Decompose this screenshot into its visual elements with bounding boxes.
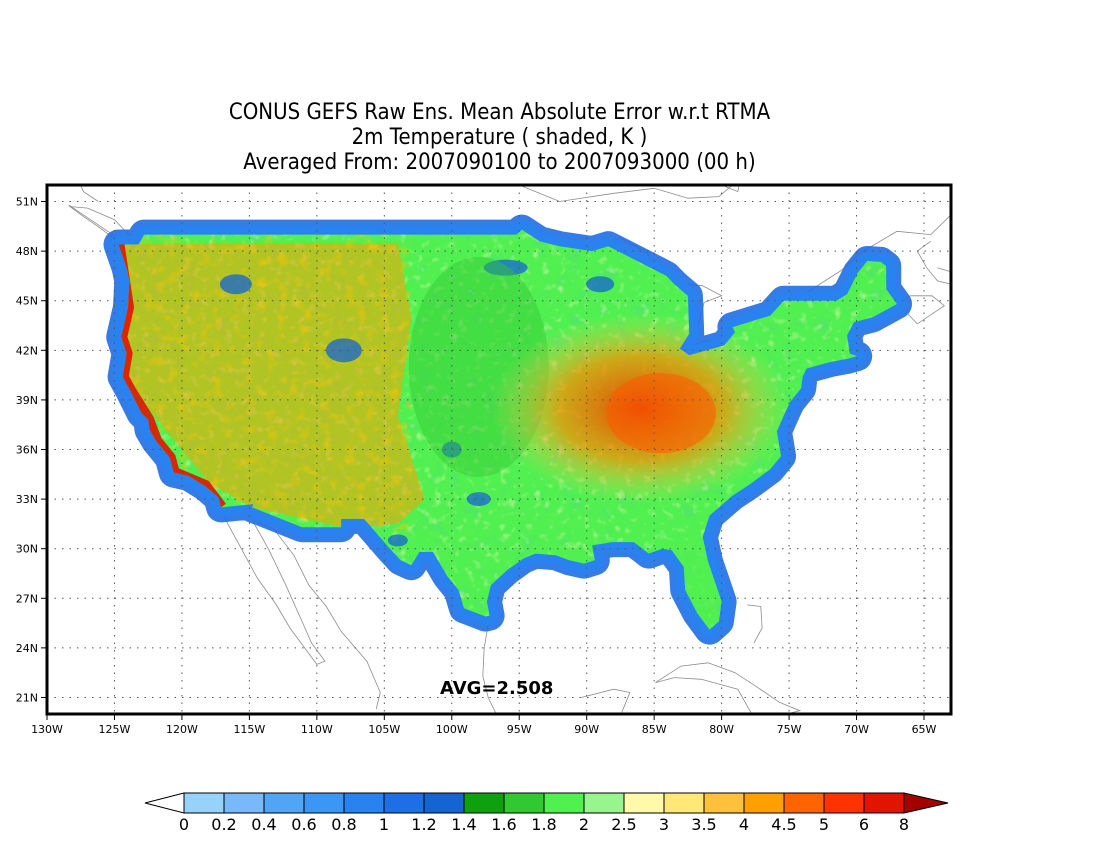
lat-tick-label: 36N bbox=[16, 444, 38, 457]
colorbar-label: 6 bbox=[859, 815, 869, 834]
lon-tick-label: 80W bbox=[709, 723, 734, 736]
coastline bbox=[79, 185, 99, 202]
coastline bbox=[916, 240, 951, 285]
colorbar-swatch bbox=[303, 792, 345, 814]
lat-tick-label: 30N bbox=[16, 543, 38, 556]
lat-tick-label: 39N bbox=[16, 394, 38, 407]
low-error-patch bbox=[325, 338, 362, 363]
colorbar-swatch bbox=[383, 792, 425, 814]
colorbar-swatch bbox=[783, 792, 825, 814]
lon-tick-label: 115W bbox=[233, 723, 265, 736]
title-line-3: Averaged From: 2007090100 to 2007093000 … bbox=[243, 150, 756, 175]
colorbar-swatch bbox=[183, 792, 225, 814]
longitude-tick-labels: 130W 125W 120W 115W 110W 105W 100W 95W 90W 85W 80W… bbox=[31, 714, 937, 736]
coastline bbox=[937, 267, 951, 281]
colorbar-label: 3 bbox=[659, 815, 669, 834]
map-area bbox=[47, 185, 994, 714]
colorbar-label: 4.5 bbox=[771, 815, 796, 834]
colorbar: 0 0.2 0.4 0.6 0.8 1 1.2 1.4 1.6 1.8 2 2.5 3 3.5 4 4.5 5 6… bbox=[144, 792, 949, 834]
low-error-patch bbox=[387, 534, 408, 547]
latitude-tick-labels: 21N 24N 27N 30N 33N 36N 39N 42N 45N 48N 51N bbox=[16, 196, 47, 704]
low-error-patch bbox=[441, 441, 462, 458]
lon-tick-label: 70W bbox=[844, 723, 869, 736]
colorbar-swatch bbox=[663, 792, 705, 814]
lon-tick-label: 65W bbox=[912, 723, 937, 736]
coastline bbox=[220, 507, 326, 665]
low-error-patch bbox=[466, 492, 491, 507]
colorbar-label: 2 bbox=[579, 815, 589, 834]
colorbar-label: 5 bbox=[819, 815, 829, 834]
lon-tick-label: 110W bbox=[301, 723, 333, 736]
western-noise-texture bbox=[118, 229, 412, 533]
colorbar-label: 0.8 bbox=[331, 815, 356, 834]
lon-tick-label: 105W bbox=[368, 723, 400, 736]
lat-tick-label: 51N bbox=[16, 196, 38, 209]
colorbar-swatch bbox=[823, 792, 865, 814]
lat-tick-label: 48N bbox=[16, 245, 38, 258]
lat-lon-gridlines bbox=[47, 185, 951, 714]
colorbar-over-arrow bbox=[903, 792, 949, 814]
coastline bbox=[971, 268, 994, 291]
lon-tick-label: 90W bbox=[574, 723, 599, 736]
lat-tick-label: 33N bbox=[16, 493, 38, 506]
coastline bbox=[68, 205, 134, 242]
low-error-patch bbox=[483, 259, 528, 276]
coastline bbox=[482, 616, 497, 714]
colorbar-swatch bbox=[423, 792, 465, 814]
lat-tick-label: 27N bbox=[16, 592, 38, 605]
low-error-patch bbox=[586, 276, 615, 293]
colorbar-swatch bbox=[223, 792, 265, 814]
colorbar-label: 3.5 bbox=[691, 815, 716, 834]
colorbar-swatch bbox=[863, 792, 905, 814]
colorbar-swatch bbox=[703, 792, 745, 814]
colorbar-label: 2.5 bbox=[611, 815, 636, 834]
colorbar-label: 1 bbox=[379, 815, 389, 834]
lon-tick-label: 120W bbox=[166, 723, 198, 736]
lon-tick-label: 75W bbox=[777, 723, 802, 736]
colorbar-label: 1.6 bbox=[491, 815, 516, 834]
colorbar-label: 1.4 bbox=[451, 815, 476, 834]
low-error-patch bbox=[219, 274, 252, 295]
colorbar-label: 0 bbox=[179, 815, 189, 834]
lat-tick-label: 24N bbox=[16, 642, 38, 655]
colorbar-swatch bbox=[583, 792, 625, 814]
colorbar-swatch bbox=[543, 792, 585, 814]
lat-tick-label: 21N bbox=[16, 691, 38, 704]
colorbar-label: 1.8 bbox=[531, 815, 556, 834]
map-title: CONUS GEFS Raw Ens. Mean Absolute Error … bbox=[50, 100, 950, 175]
coastline bbox=[747, 604, 763, 644]
colorbar-swatch bbox=[503, 792, 545, 814]
coastline bbox=[519, 185, 733, 202]
coastline bbox=[655, 662, 802, 714]
coastline bbox=[253, 520, 381, 710]
lat-tick-label: 45N bbox=[16, 295, 38, 308]
lon-tick-label: 95W bbox=[507, 723, 532, 736]
colorbar-label: 0.2 bbox=[211, 815, 236, 834]
lat-tick-label: 42N bbox=[16, 344, 38, 357]
colorbar-swatch bbox=[343, 792, 385, 814]
colorbar-label: 4 bbox=[739, 815, 749, 834]
colorbar-under-arrow bbox=[144, 792, 185, 814]
coastline bbox=[581, 688, 631, 713]
colorbar-label: 0.4 bbox=[251, 815, 276, 834]
lon-tick-label: 85W bbox=[642, 723, 667, 736]
lon-tick-label: 100W bbox=[436, 723, 468, 736]
colorbar-swatch bbox=[623, 792, 665, 814]
colorbar-swatch bbox=[263, 792, 305, 814]
colorbar-label: 0.6 bbox=[291, 815, 316, 834]
title-line-1: CONUS GEFS Raw Ens. Mean Absolute Error … bbox=[228, 100, 771, 125]
lon-tick-label: 125W bbox=[99, 723, 131, 736]
average-annotation: AVG=2.508 bbox=[440, 678, 553, 699]
colorbar-label: 1.2 bbox=[411, 815, 436, 834]
coastline bbox=[721, 185, 740, 193]
colorbar-label: 8 bbox=[899, 815, 909, 834]
colorbar-swatch bbox=[743, 792, 785, 814]
lon-tick-label: 130W bbox=[31, 723, 63, 736]
colorbar-swatch bbox=[463, 792, 505, 814]
hotspot-core bbox=[605, 373, 716, 454]
title-line-2: 2m Temperature ( shaded, K ) bbox=[351, 125, 648, 150]
